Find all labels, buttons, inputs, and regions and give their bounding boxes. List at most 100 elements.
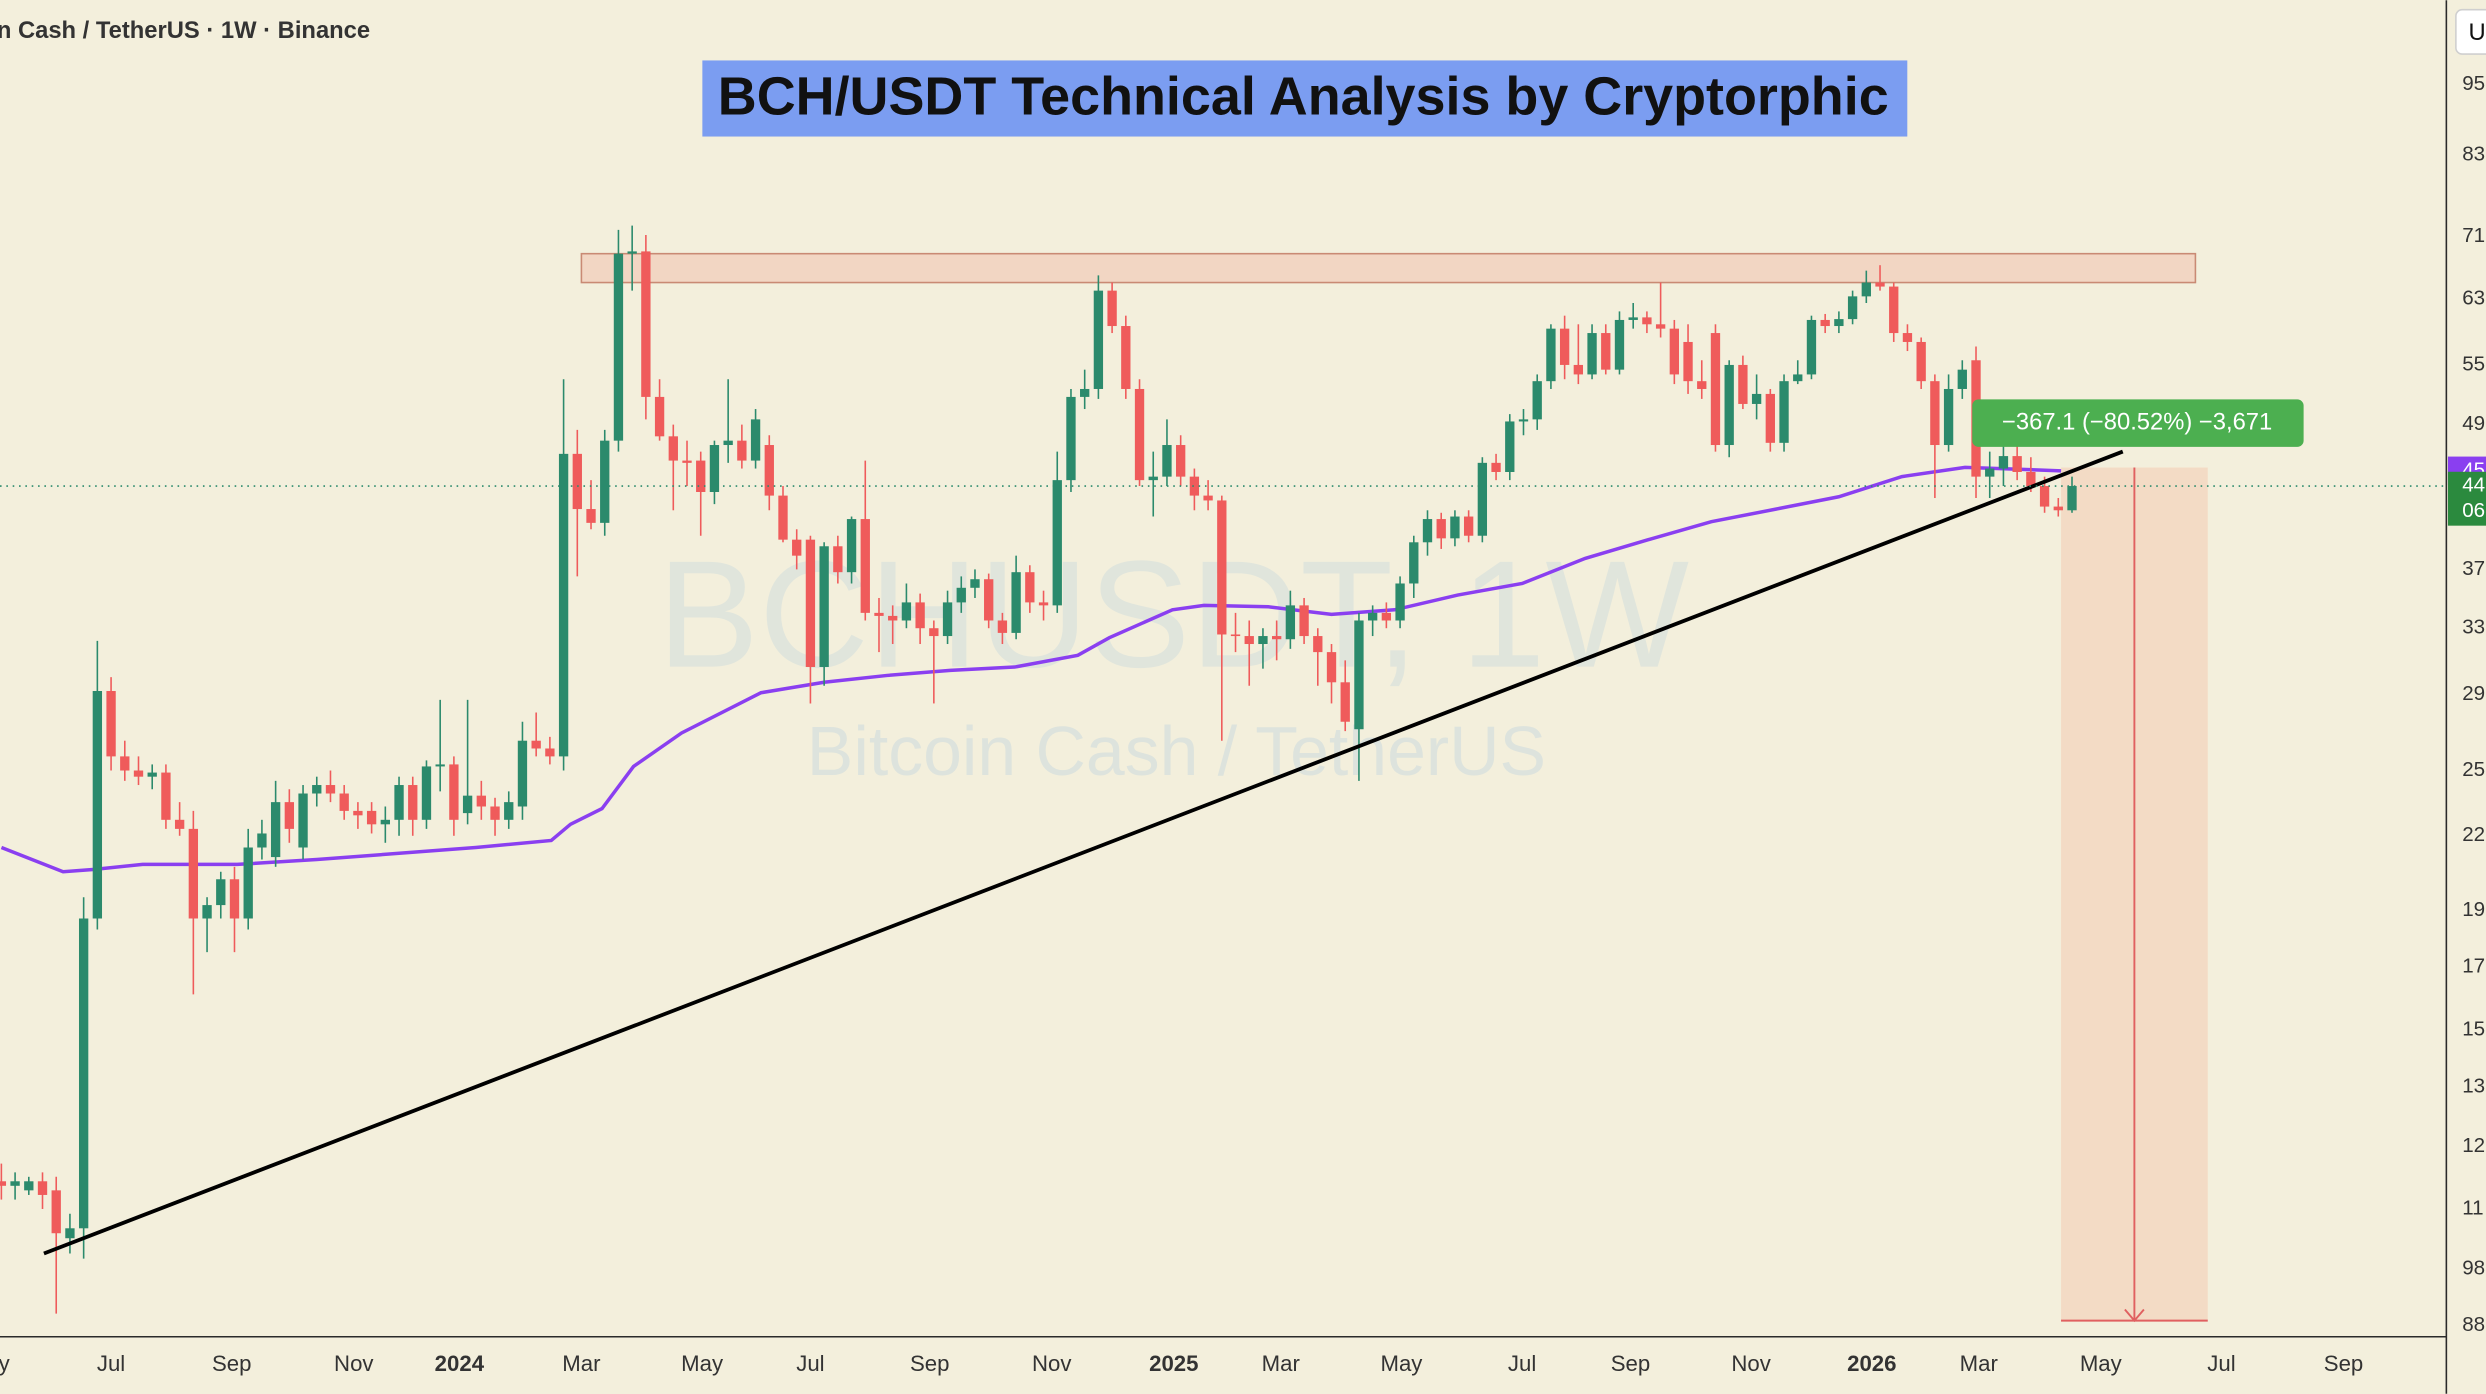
candle-body [984,579,994,621]
x-tick-label: Jul [2207,1351,2235,1376]
candle-body [1176,445,1186,477]
candle-body [1710,333,1721,446]
candle-body [462,795,473,814]
candle-body [942,602,953,637]
candle-body [1518,419,1529,422]
y-tick-label: 29 [2462,682,2485,705]
candle-body [120,756,130,771]
corner-button-label[interactable]: U [2469,19,2486,46]
watermark-group: BCHUSDT, 1W Bitcoin Cash / TetherUS [657,530,1689,790]
candle-body [1834,319,1844,327]
candle-body [1930,381,1940,446]
candle-body [1080,388,1090,397]
y-tick-label: 88 [2462,1313,2485,1336]
y-tick-label: 33 [2462,616,2485,639]
candle-body [600,440,610,523]
candle-body [1354,620,1364,730]
candle-body [1367,612,1378,621]
candle-body [65,1228,75,1239]
candle-body [325,785,336,794]
candle-body [915,602,925,629]
candle-body [1121,326,1131,389]
watermark-subtitle: Bitcoin Cash / TetherUS [807,712,1546,790]
candle-body [1217,500,1227,635]
candle-body [1395,583,1405,621]
candle-body [874,612,884,616]
candle-body [709,445,720,492]
candle-body [531,740,541,749]
candle-body [2053,506,2063,511]
candle-body [421,766,432,820]
title-background [702,60,1908,137]
candle-body [778,495,788,540]
x-tick-label: Jul [796,1351,824,1376]
candle-body [24,1181,34,1191]
candle-body [270,802,281,858]
candle-body [1779,381,1789,443]
candle-body [1546,328,1556,382]
candle-body [476,795,486,807]
candle-body [490,806,500,820]
corner-button[interactable] [2455,8,2486,55]
candle-body [833,546,843,573]
candle-body [2067,486,2077,511]
candle-body [1957,369,1967,389]
x-tick-label: Mar [1960,1351,1999,1376]
candle-body [1011,572,1021,633]
candle-body [2039,486,2050,507]
candle-body [558,453,569,757]
candle-body [627,251,637,254]
candle-body [1683,341,1693,382]
candle-body [1875,282,1885,287]
candle-body [1244,636,1254,645]
x-tick-label: May [681,1351,724,1376]
x-tick-label: 2025 [1149,1351,1198,1376]
x-tick-label: Jul [97,1351,125,1376]
candle-body [860,519,870,613]
candle-body [1751,393,1762,404]
resistance-zone [580,252,2197,284]
x-tick-label: Sep [910,1351,949,1376]
candle-body [188,828,199,919]
candle-body [613,253,624,441]
candle-body [1943,388,1954,446]
y-tick-label: 37 [2462,557,2485,580]
x-tick-label: Nov [1032,1351,1072,1376]
candle-body [723,440,733,446]
x-tick-label: 2024 [435,1351,485,1376]
candle-body [750,419,761,461]
candle-body [1587,333,1597,375]
candle-body [37,1181,48,1195]
candle-body [1998,456,2009,469]
price-marker-label: 44 [2462,473,2485,496]
candle-body [1916,341,1926,382]
candle-body [572,453,582,510]
candle-body [1326,652,1337,683]
candle-body [668,436,678,461]
candle-body [970,579,980,588]
candle-body [805,539,816,667]
candle-body [1463,516,1474,536]
candle-body [1861,282,1871,297]
candle-body [257,833,267,848]
candle-body [1134,388,1145,481]
candle-body [1628,317,1638,320]
candle-body [353,810,363,816]
moving-average [0,465,2062,874]
candle-body [449,764,459,820]
candle-body [92,691,103,919]
axes: 95 83 71 63 55 49 37 33 29 25 22 19 17 15 13 12 11 98 88 y J… [0,72,2486,1376]
candle-body [1258,636,1268,645]
trendline [43,449,2124,1256]
x-tick-label: Sep [1611,1351,1650,1376]
candle-body [1738,364,1748,404]
candle-body [1642,317,1652,325]
candle-body [997,620,1008,633]
y-tick-label: 17 [2462,954,2485,977]
candle-body [1669,328,1679,375]
y-tick-label: 19 [2462,898,2485,921]
candle-body [1601,333,1611,370]
candle-body [1285,605,1296,640]
candle-body [888,615,898,621]
